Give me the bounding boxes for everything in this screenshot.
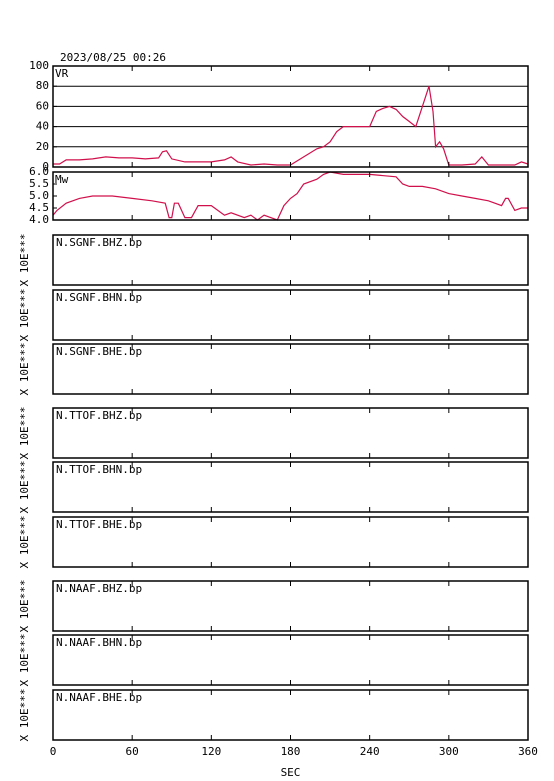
x-tick-label: 240 [360,745,380,758]
trace-name: N.TTOF.BHN.bp [56,463,142,476]
y-tick-label: 0 [42,160,49,173]
x-tick-label: 360 [518,745,538,758]
x-tick-label: 120 [201,745,221,758]
y-tick-label: 5.5 [29,177,49,190]
trace-name: N.SGNF.BHZ.bp [56,236,142,249]
x-tick-label: 0 [50,745,57,758]
y-tick-label: 6.0 [29,165,49,178]
trace-name: N.NAAF.BHN.bp [56,636,142,649]
data-line [52,171,528,221]
trace-name: N.TTOF.BHZ.bp [56,409,142,422]
y-tick-label: 80 [36,79,49,92]
trace-name: N.NAAF.BHE.bp [56,691,142,704]
panel-frame [52,171,529,221]
trace-name: N.SGNF.BHE.bp [56,345,142,358]
panel-label: VR [55,67,69,80]
y-tick-label: 4.5 [29,201,49,214]
x-tick-label: 300 [439,745,459,758]
y-tick-label: 5.0 [29,189,49,202]
trace-name: N.NAAF.BHZ.bp [56,582,142,595]
trace-scale: X 10E*** [18,343,31,396]
data-line [53,86,529,166]
x-tick-label: 180 [281,745,301,758]
y-tick-label: 100 [29,59,49,72]
x-tick-label: 60 [126,745,139,758]
y-tick-label: 4.0 [29,213,49,226]
trace-scale: X 10E*** [18,289,31,342]
trace-scale: X 10E*** [18,461,31,514]
trace-name: N.TTOF.BHE.bp [56,518,142,531]
trace-scale: X 10E*** [18,689,31,742]
x-axis-label: SEC [281,766,301,779]
trace-scale: X 10E*** [18,580,31,633]
y-tick-label: 60 [36,99,49,112]
trace-name: N.SGNF.BHN.bp [56,291,142,304]
trace-scale: X 10E*** [18,234,31,287]
y-tick-label: 40 [36,120,49,133]
panel-frame [52,65,529,168]
panel-label: Mw [55,173,69,186]
y-tick-label: 20 [36,140,49,153]
trace-scale: X 10E*** [18,407,31,460]
trace-scale: X 10E*** [18,634,31,687]
figure-title: 2023/08/25 00:26 [60,51,166,64]
trace-scale: X 10E*** [18,516,31,569]
